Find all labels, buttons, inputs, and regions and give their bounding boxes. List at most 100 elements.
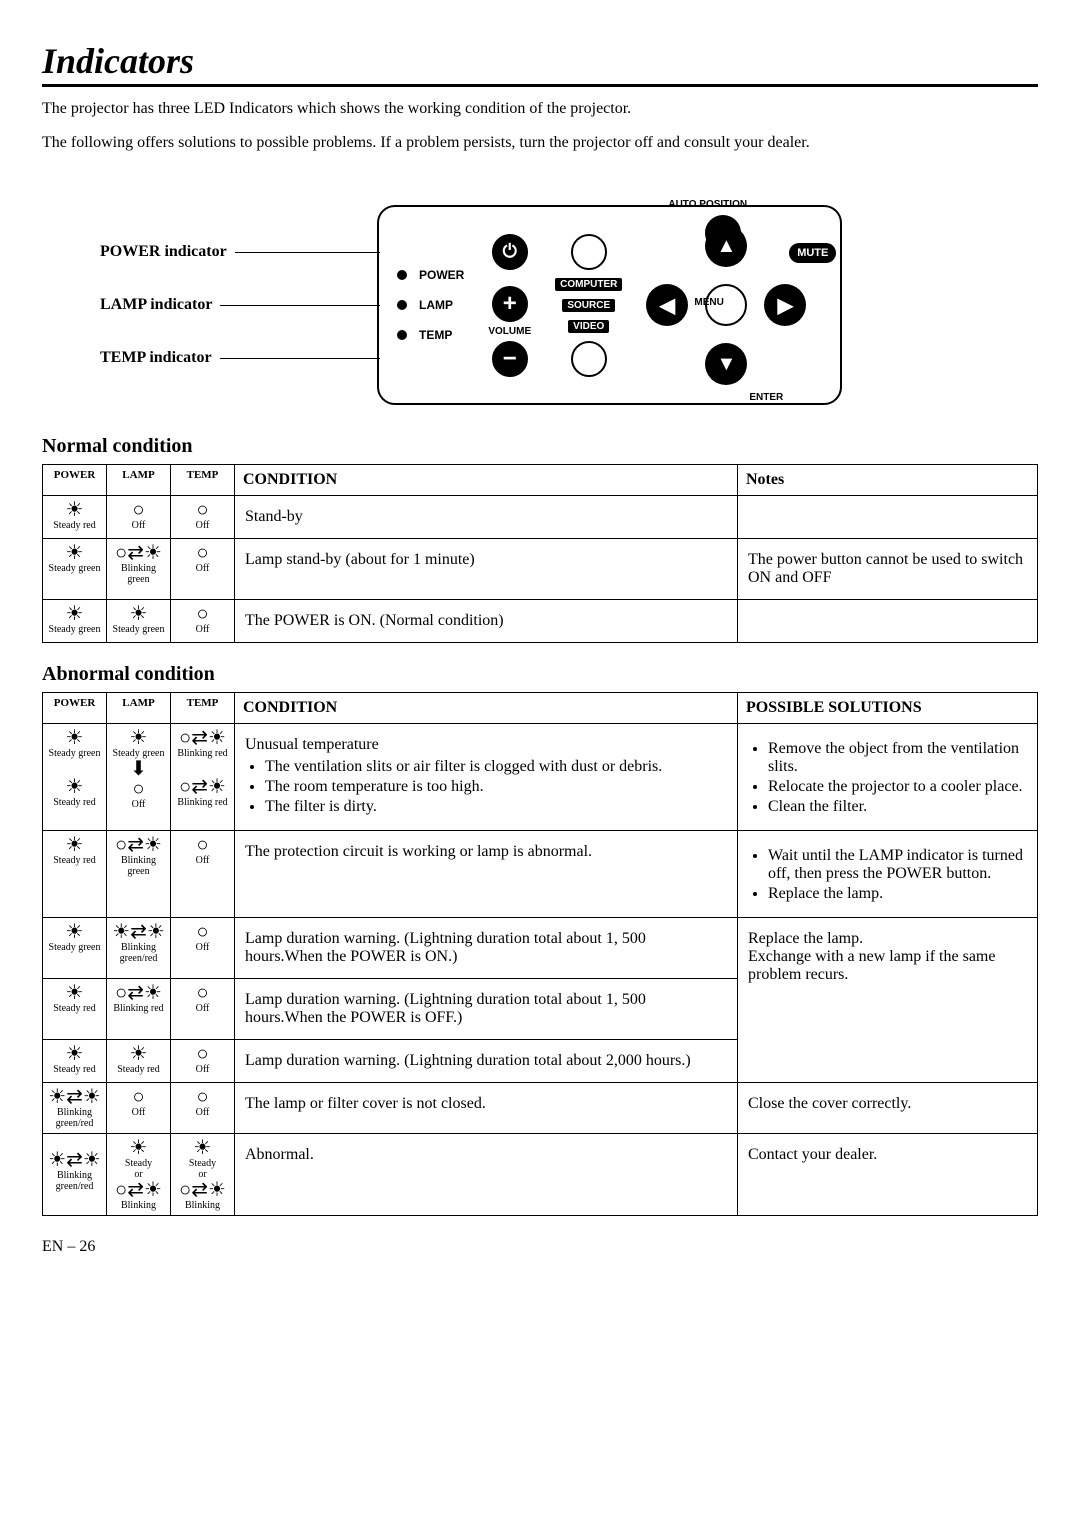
volume-up-button[interactable]: + — [492, 286, 528, 322]
th-condition: CONDITION — [235, 465, 738, 496]
indicator-state: Blinking red — [109, 1003, 168, 1014]
temp-led-icon — [397, 330, 407, 340]
condition-text: Stand-by — [235, 496, 738, 539]
video-label: VIDEO — [568, 320, 609, 333]
power-button[interactable]: ⏻ — [492, 234, 528, 270]
blinking-icon: ☀⇄☀ — [109, 922, 168, 942]
steady-icon: ☀ — [109, 1044, 168, 1064]
power-indicator-label: POWER indicator — [100, 243, 227, 261]
steady-icon: ☀ — [45, 835, 104, 855]
volume-label: VOLUME — [488, 326, 531, 337]
steady-icon: ☀ — [45, 777, 104, 797]
indicator-state: Off — [173, 855, 232, 866]
steady-icon: ☀ — [45, 983, 104, 1003]
table-row: ☀Steady green ○⇄☀Blinking green ○Off Lam… — [43, 539, 1038, 600]
condition-text: Abnormal. — [235, 1134, 738, 1216]
note-text — [738, 600, 1038, 643]
indicator-state: Blinking green/red — [109, 942, 168, 964]
indicator-state: Blinking red — [173, 748, 232, 759]
th-power: POWER — [43, 693, 107, 724]
th-temp: TEMP — [171, 693, 235, 724]
video-button[interactable] — [571, 341, 607, 377]
indicator-state: Off — [109, 1107, 168, 1118]
indicator-state: Steady red — [45, 1003, 104, 1014]
indicator-state: Off — [173, 1003, 232, 1014]
th-lamp: LAMP — [107, 693, 171, 724]
solution-item: Replace the lamp. — [768, 885, 1027, 903]
indicator-state: Off — [173, 520, 232, 531]
indicator-state: Off — [173, 1107, 232, 1118]
blinking-icon: ○⇄☀ — [173, 1180, 232, 1200]
abnormal-table: POWER LAMP TEMP CONDITION POSSIBLE SOLUT… — [42, 692, 1038, 1216]
blinking-icon: ☀⇄☀ — [45, 1150, 104, 1170]
blinking-icon: ○⇄☀ — [173, 728, 232, 748]
steady-icon: ☀ — [45, 728, 104, 748]
down-arrow-button[interactable]: ▼ — [705, 343, 747, 385]
indicator-state: Steady red — [45, 855, 104, 866]
lamp-indicator-label: LAMP indicator — [100, 296, 212, 314]
blinking-icon: ○⇄☀ — [109, 543, 168, 563]
steady-icon: ☀ — [45, 500, 104, 520]
normal-table: POWER LAMP TEMP CONDITION Notes ☀Steady … — [42, 464, 1038, 643]
indicator-state: Steady red — [45, 1064, 104, 1075]
condition-item: The filter is dirty. — [265, 798, 727, 816]
computer-button[interactable] — [571, 234, 607, 270]
condition-text: The POWER is ON. (Normal condition) — [235, 600, 738, 643]
indicator-state: Blinking — [173, 1200, 232, 1211]
th-solutions: POSSIBLE SOLUTIONS — [738, 693, 1038, 724]
source-label: SOURCE — [562, 299, 615, 312]
volume-down-button[interactable]: − — [492, 341, 528, 377]
blinking-icon: ○⇄☀ — [109, 835, 168, 855]
indicator-state: Steady — [173, 1158, 232, 1169]
indicator-state: Off — [173, 563, 232, 574]
page-title: Indicators — [42, 40, 1038, 87]
solution-text: Replace the lamp. — [748, 930, 863, 947]
indicator-state: Off — [109, 520, 168, 531]
condition-text: Lamp duration warning. (Lightning durati… — [235, 979, 738, 1040]
indicator-state: Blinking — [109, 1200, 168, 1211]
indicator-state: Blinking green/red — [45, 1170, 104, 1192]
page-number: EN – 26 — [42, 1238, 1038, 1256]
power-led-icon — [397, 270, 407, 280]
off-icon: ○ — [109, 500, 168, 520]
table-row: ☀Steady green ☀⇄☀Blinking green/red ○Off… — [43, 918, 1038, 979]
off-icon: ○ — [173, 922, 232, 942]
condition-text: Lamp duration warning. (Lightning durati… — [235, 918, 738, 979]
steady-icon: ☀ — [45, 1044, 104, 1064]
indicator-state: Blinking green — [109, 855, 168, 877]
solution-item: Clean the filter. — [768, 798, 1027, 816]
indicator-state: Off — [173, 942, 232, 953]
th-notes: Notes — [738, 465, 1038, 496]
up-arrow-button[interactable]: ▲ — [705, 225, 747, 267]
arrow-down-icon: ⬇ — [109, 759, 168, 779]
condition-title: Unusual temperature — [245, 736, 379, 753]
indicator-state: Off — [173, 1064, 232, 1075]
intro-text-1: The projector has three LED Indicators w… — [42, 97, 1038, 121]
abnormal-heading: Abnormal condition — [42, 663, 1038, 686]
off-icon: ○ — [109, 1087, 168, 1107]
indicator-state: Steady — [109, 1158, 168, 1169]
table-row: ☀⇄☀Blinking green/red ☀Steady or ○⇄☀Blin… — [43, 1134, 1038, 1216]
indicator-state: Steady green — [45, 563, 104, 574]
lamp-led-icon — [397, 300, 407, 310]
blinking-icon: ○⇄☀ — [109, 1180, 168, 1200]
off-icon: ○ — [109, 779, 168, 799]
lamp-led-label: LAMP — [419, 298, 453, 312]
indicator-state: Blinking red — [173, 797, 232, 808]
left-arrow-button[interactable]: ◀ — [646, 284, 688, 326]
indicator-state: Steady red — [109, 1064, 168, 1075]
solution-text: Exchange with a new lamp if the same pro… — [748, 948, 995, 983]
intro-text-2: The following offers solutions to possib… — [42, 131, 1038, 155]
steady-icon: ☀ — [109, 1138, 168, 1158]
condition-text: The protection circuit is working or lam… — [235, 831, 738, 918]
control-panel: POWER LAMP TEMP ⏻ + VOLUME − COMPUTER SO… — [377, 205, 842, 405]
th-temp: TEMP — [171, 465, 235, 496]
off-icon: ○ — [173, 1044, 232, 1064]
table-row: ☀Steady green ☀Steady red ☀Steady green … — [43, 724, 1038, 831]
steady-icon: ☀ — [173, 1138, 232, 1158]
off-icon: ○ — [173, 543, 232, 563]
right-arrow-button[interactable]: ▶ — [764, 284, 806, 326]
th-lamp: LAMP — [107, 465, 171, 496]
table-row: ☀⇄☀Blinking green/red ○Off ○Off The lamp… — [43, 1083, 1038, 1134]
blinking-icon: ☀⇄☀ — [45, 1087, 104, 1107]
